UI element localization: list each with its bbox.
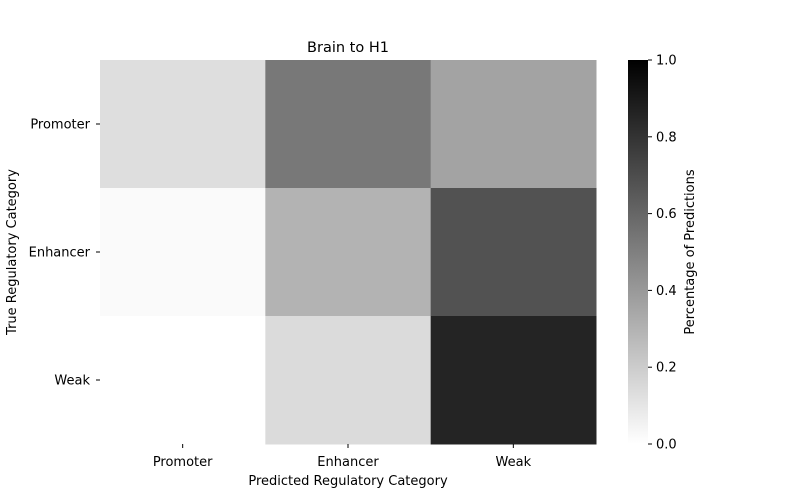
heatmap-cells	[100, 60, 597, 445]
colorbar-tick-label: 0.0	[656, 438, 677, 453]
y-axis-ticks: Promoter Enhancer Weak	[29, 118, 100, 389]
chart-title: Brain to H1	[307, 40, 389, 56]
colorbar-tick-label: 0.4	[656, 284, 677, 299]
colorbar-tick-label: 0.8	[656, 130, 677, 145]
y-tick-label: Enhancer	[29, 246, 91, 261]
heatmap-cell-1-0	[100, 188, 266, 317]
y-tick-label: Weak	[54, 374, 90, 389]
heatmap-cell-0-0	[100, 60, 266, 189]
y-tick-label: Promoter	[30, 118, 90, 133]
colorbar-tick-label: 0.6	[656, 207, 677, 222]
heatmap-cell-2-2	[430, 316, 597, 445]
x-axis-label: Predicted Regulatory Category	[248, 474, 448, 489]
x-tick-label: Weak	[496, 455, 532, 470]
heatmap-cell-1-1	[265, 188, 432, 317]
colorbar-label: Percentage of Predictions	[683, 169, 698, 335]
colorbar-tick-label: 0.2	[656, 361, 677, 376]
heatmap-cell-2-0	[100, 316, 266, 445]
heatmap-cell-0-2	[430, 60, 597, 189]
x-tick-label: Enhancer	[317, 455, 379, 470]
colorbar-ticks: 0.0 0.2 0.4 0.6 0.8 1.0	[648, 54, 677, 453]
x-tick-label: Promoter	[153, 455, 213, 470]
heatmap-cell-2-1	[265, 316, 432, 445]
heatmap-cell-1-2	[430, 188, 597, 317]
colorbar-tick-label: 1.0	[656, 54, 677, 69]
y-axis-label: True Regulatory Category	[5, 169, 20, 336]
colorbar	[628, 60, 648, 444]
heatmap-cell-0-1	[265, 60, 432, 189]
x-axis-ticks: Promoter Enhancer Weak	[153, 444, 532, 470]
